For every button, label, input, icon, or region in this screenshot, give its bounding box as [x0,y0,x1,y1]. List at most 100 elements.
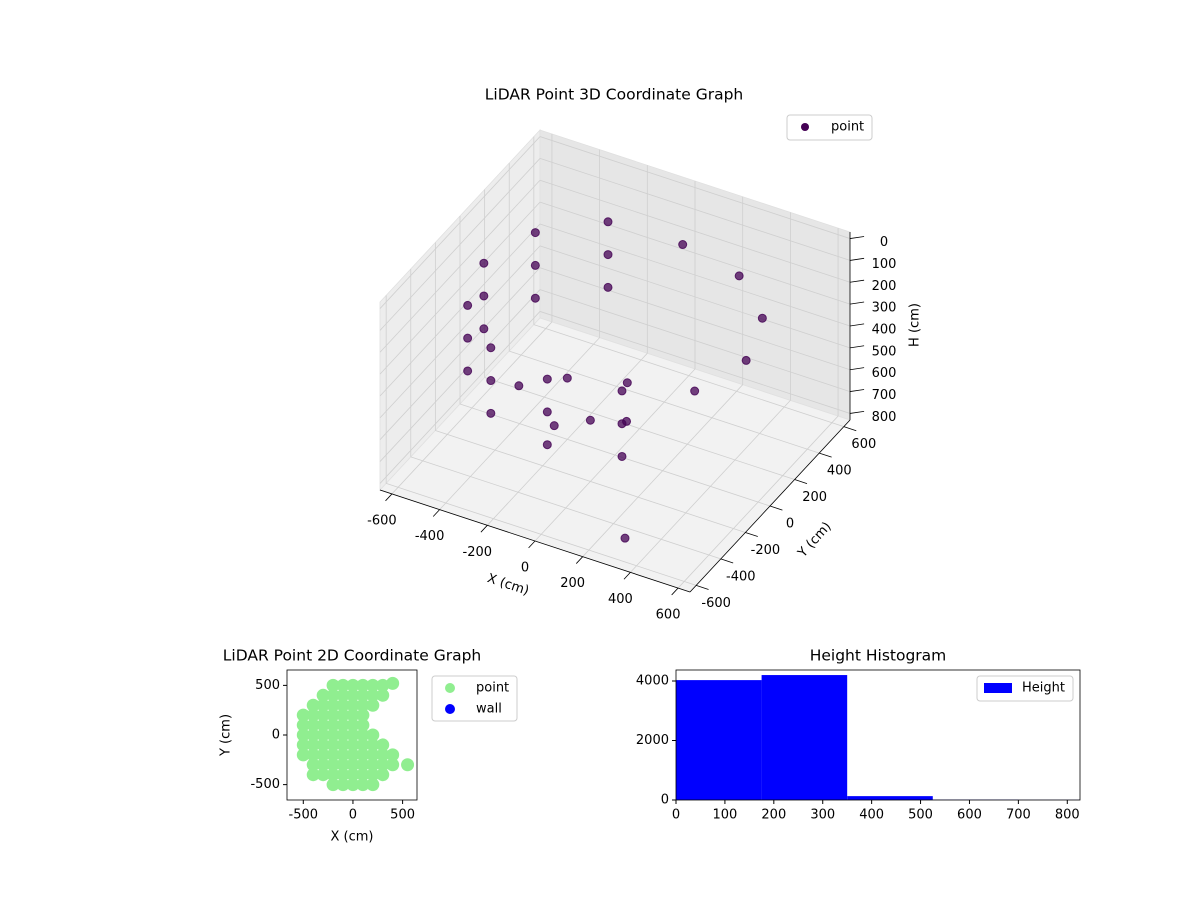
tick-mark [769,505,783,511]
data-point [366,698,380,712]
data-point [316,738,330,752]
legend-label: point [476,681,509,696]
grid-line [539,158,851,261]
y-tick-label: -500 [250,777,280,792]
z-axis-label: H (cm) [908,303,923,347]
z-tick-label: 800 [872,410,897,425]
x-axis-line [379,489,691,593]
z-tick-label: 100 [872,257,897,272]
x-tick-label: 400 [859,808,884,823]
tick-mark [819,452,832,458]
data-point [336,688,350,702]
data-point [603,250,613,260]
data-point [376,738,390,752]
x-tick-label: 600 [656,608,681,623]
data-point [346,738,360,752]
data-point [486,376,496,386]
data-point [366,748,380,762]
tick-mark [575,556,583,564]
grid-line [386,483,697,586]
bar [761,675,848,800]
data-point [306,728,320,742]
data-point [617,386,627,396]
tick-mark [745,532,758,537]
tick-mark [696,585,709,590]
data-point [316,758,330,772]
data-point [622,378,632,388]
data-point [617,451,627,461]
y-tick-label: -400 [726,569,756,584]
grid-line [459,403,771,507]
data-point [346,678,360,692]
y-tick-label: 0 [272,728,280,743]
data-point [306,708,320,722]
data-point [530,228,540,238]
data-point [356,738,370,752]
data-point [296,748,310,762]
x-tick-label: 200 [761,808,786,823]
z-tick-label: 0 [880,235,888,250]
data-point [356,688,370,702]
data-point [562,373,572,383]
data-point [326,678,340,692]
tick-mark [849,257,865,261]
x-tick-label: 0 [349,808,357,823]
data-point [678,240,688,250]
x-tick-label: 200 [560,576,585,591]
data-point [316,728,330,742]
data-point [346,718,360,732]
data-point [346,708,360,722]
x-tick-label: 500 [390,808,415,823]
data-point [346,688,360,702]
x-tick-label: 500 [908,808,933,823]
legend-label: wall [476,702,502,717]
data-point [346,728,360,742]
grid-line [379,223,541,397]
y-tick-label: 600 [851,437,876,452]
data-point [463,366,473,376]
data-point [346,748,360,762]
legend-box [786,114,873,141]
data-point [326,768,340,782]
data-point [336,678,350,692]
data-point [296,718,310,732]
data-point [336,698,350,712]
data-point [622,416,632,426]
tick-mark [849,367,865,371]
data-point [346,758,360,772]
y-tick-label: 500 [255,678,280,693]
data-point [356,698,370,712]
data-point [356,778,370,792]
data-point [296,728,310,742]
data-point [336,708,350,722]
grid-line [539,311,851,414]
data-point [326,738,340,752]
data-point [326,778,340,792]
plot-area [676,675,1080,800]
grid-line [379,289,541,462]
data-point [376,768,390,782]
data-point [549,421,559,431]
data-point [530,293,540,303]
data-point [346,698,360,712]
data-point [366,688,380,702]
data-point [356,728,370,742]
data-point [346,778,360,792]
data-point [741,355,751,365]
data-point [585,415,595,425]
data-point [366,778,380,792]
data-point [386,748,400,762]
data-point [336,748,350,762]
data-point [336,728,350,742]
data-point [316,748,330,762]
data-point [336,768,350,782]
grid-line [533,324,844,427]
legend-marker [445,704,455,714]
data-point [376,688,390,702]
tick-mark [720,558,734,564]
x-tick-label: 0 [672,808,680,823]
y-tick-label: -200 [751,543,781,558]
z-tick-label: 700 [872,388,897,403]
x-tick-label: -600 [367,513,397,528]
data-point [336,758,350,772]
